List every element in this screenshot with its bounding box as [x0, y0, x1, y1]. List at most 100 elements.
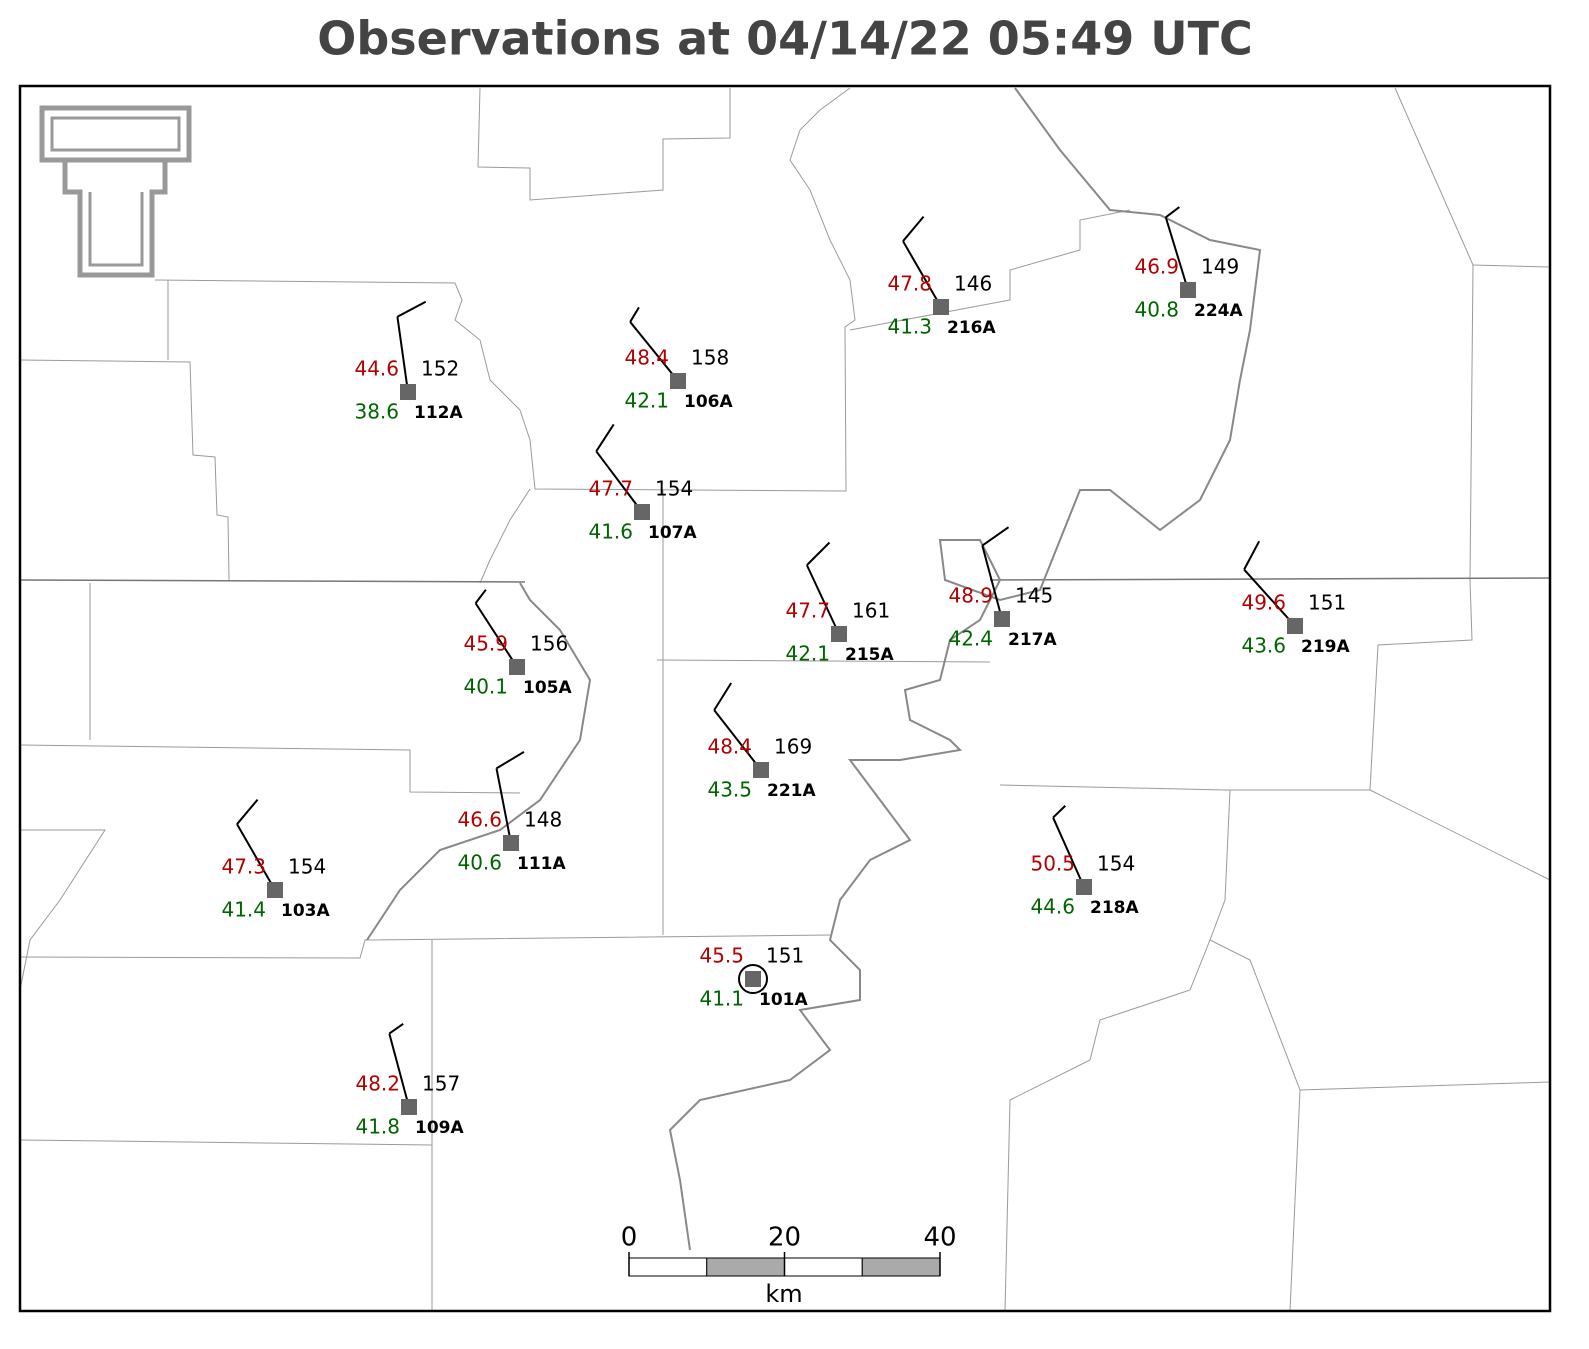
temperature: 47.7 [785, 599, 830, 623]
wind-shaft [1243, 568, 1296, 627]
wind-barb [396, 300, 427, 318]
station-marker [745, 971, 761, 987]
station-marker [400, 384, 416, 400]
title: Observations at 04/14/22 05:49 UTC [317, 12, 1252, 66]
pressure: 151 [1308, 591, 1346, 615]
dewpoint: 41.8 [355, 1115, 400, 1139]
dewpoint: 43.6 [1241, 634, 1286, 658]
pressure: 154 [288, 855, 326, 879]
calm-circle [738, 964, 768, 994]
wind-shaft [1164, 217, 1189, 291]
dewpoint: 42.1 [624, 389, 669, 413]
wind-barb [474, 589, 487, 604]
pressure: 145 [1015, 584, 1053, 608]
station-marker [401, 1099, 417, 1115]
temperature: 48.2 [355, 1072, 400, 1096]
wind-shaft [1052, 817, 1085, 888]
pressure: 154 [1097, 852, 1135, 876]
station-marker [994, 611, 1010, 627]
pressure: 146 [954, 272, 992, 296]
wind-barb [981, 526, 1010, 547]
pressure: 151 [766, 944, 804, 968]
scale-segment [784, 1257, 863, 1277]
station-marker [933, 299, 949, 315]
ttu-logo [39, 105, 192, 278]
station-id: 105A [523, 678, 572, 698]
wind-shaft [236, 823, 276, 891]
dewpoint: 38.6 [354, 400, 399, 424]
dewpoint: 40.6 [457, 851, 502, 875]
station-id: 224A [1194, 301, 1243, 321]
station-id: 101A [759, 990, 808, 1010]
station-marker [503, 835, 519, 851]
dewpoint: 44.6 [1030, 895, 1075, 919]
wind-barb [1243, 540, 1261, 570]
wind-shaft [396, 316, 409, 393]
boundaries [19, 87, 1551, 1312]
station-id: 219A [1301, 637, 1350, 657]
wind-barb [236, 799, 259, 825]
station-marker [1076, 879, 1092, 895]
wind-shaft [805, 564, 840, 635]
wind-barb [629, 306, 640, 323]
wind-shaft [981, 545, 1003, 620]
pressure: 148 [524, 808, 562, 832]
wind-shaft [495, 768, 512, 844]
scale-segment [706, 1257, 785, 1277]
station-marker [753, 762, 769, 778]
temperature: 47.8 [887, 272, 932, 296]
dewpoint: 41.6 [588, 520, 633, 544]
temperature: 46.9 [1134, 255, 1179, 279]
temperature: 44.6 [354, 357, 399, 381]
wind-shaft [629, 321, 679, 382]
wind-barb [806, 541, 831, 566]
station-id: 217A [1008, 630, 1057, 650]
temperature: 46.6 [457, 808, 502, 832]
station-id: 112A [414, 403, 463, 423]
station-marker [509, 659, 525, 675]
wind-barb [713, 682, 733, 711]
station-id: 215A [845, 645, 894, 665]
scale-segment [861, 1257, 941, 1277]
pressure: 156 [530, 632, 568, 656]
scale-tick-label: 40 [923, 1223, 956, 1253]
pressure: 152 [421, 357, 459, 381]
dewpoint: 41.3 [887, 315, 932, 339]
station-id: 106A [684, 392, 733, 412]
station-id: 107A [648, 523, 697, 543]
pressure: 161 [852, 599, 890, 623]
temperature: 47.7 [588, 477, 633, 501]
dewpoint: 40.1 [463, 675, 508, 699]
station-marker [831, 626, 847, 642]
dewpoint: 40.8 [1134, 298, 1179, 322]
temperature: 49.6 [1241, 591, 1286, 615]
dewpoint: 41.4 [221, 898, 266, 922]
wind-shaft [713, 709, 762, 771]
dewpoint: 42.1 [785, 642, 830, 666]
temperature: 45.9 [463, 632, 508, 656]
pressure: 154 [655, 477, 693, 501]
wind-shaft [474, 602, 518, 668]
pressure: 158 [691, 346, 729, 370]
pressure: 157 [422, 1072, 460, 1096]
station-id: 218A [1090, 898, 1139, 918]
scale-segment [628, 1257, 708, 1277]
wind-barb [1165, 206, 1180, 219]
temperature: 48.4 [624, 346, 669, 370]
dewpoint: 42.4 [948, 627, 993, 651]
scale-unit: km [765, 1280, 802, 1308]
dewpoint: 43.5 [707, 778, 752, 802]
station-marker [634, 504, 650, 520]
temperature: 45.5 [699, 944, 744, 968]
wind-barb [1052, 805, 1067, 819]
station-marker [670, 373, 686, 389]
pressure: 149 [1201, 255, 1239, 279]
station-marker [1287, 618, 1303, 634]
wind-shaft [902, 240, 942, 308]
dewpoint: 41.1 [699, 987, 744, 1011]
wind-barb [595, 423, 615, 452]
temperature: 48.9 [948, 584, 993, 608]
wind-barb [495, 751, 525, 770]
station-id: 103A [281, 901, 330, 921]
